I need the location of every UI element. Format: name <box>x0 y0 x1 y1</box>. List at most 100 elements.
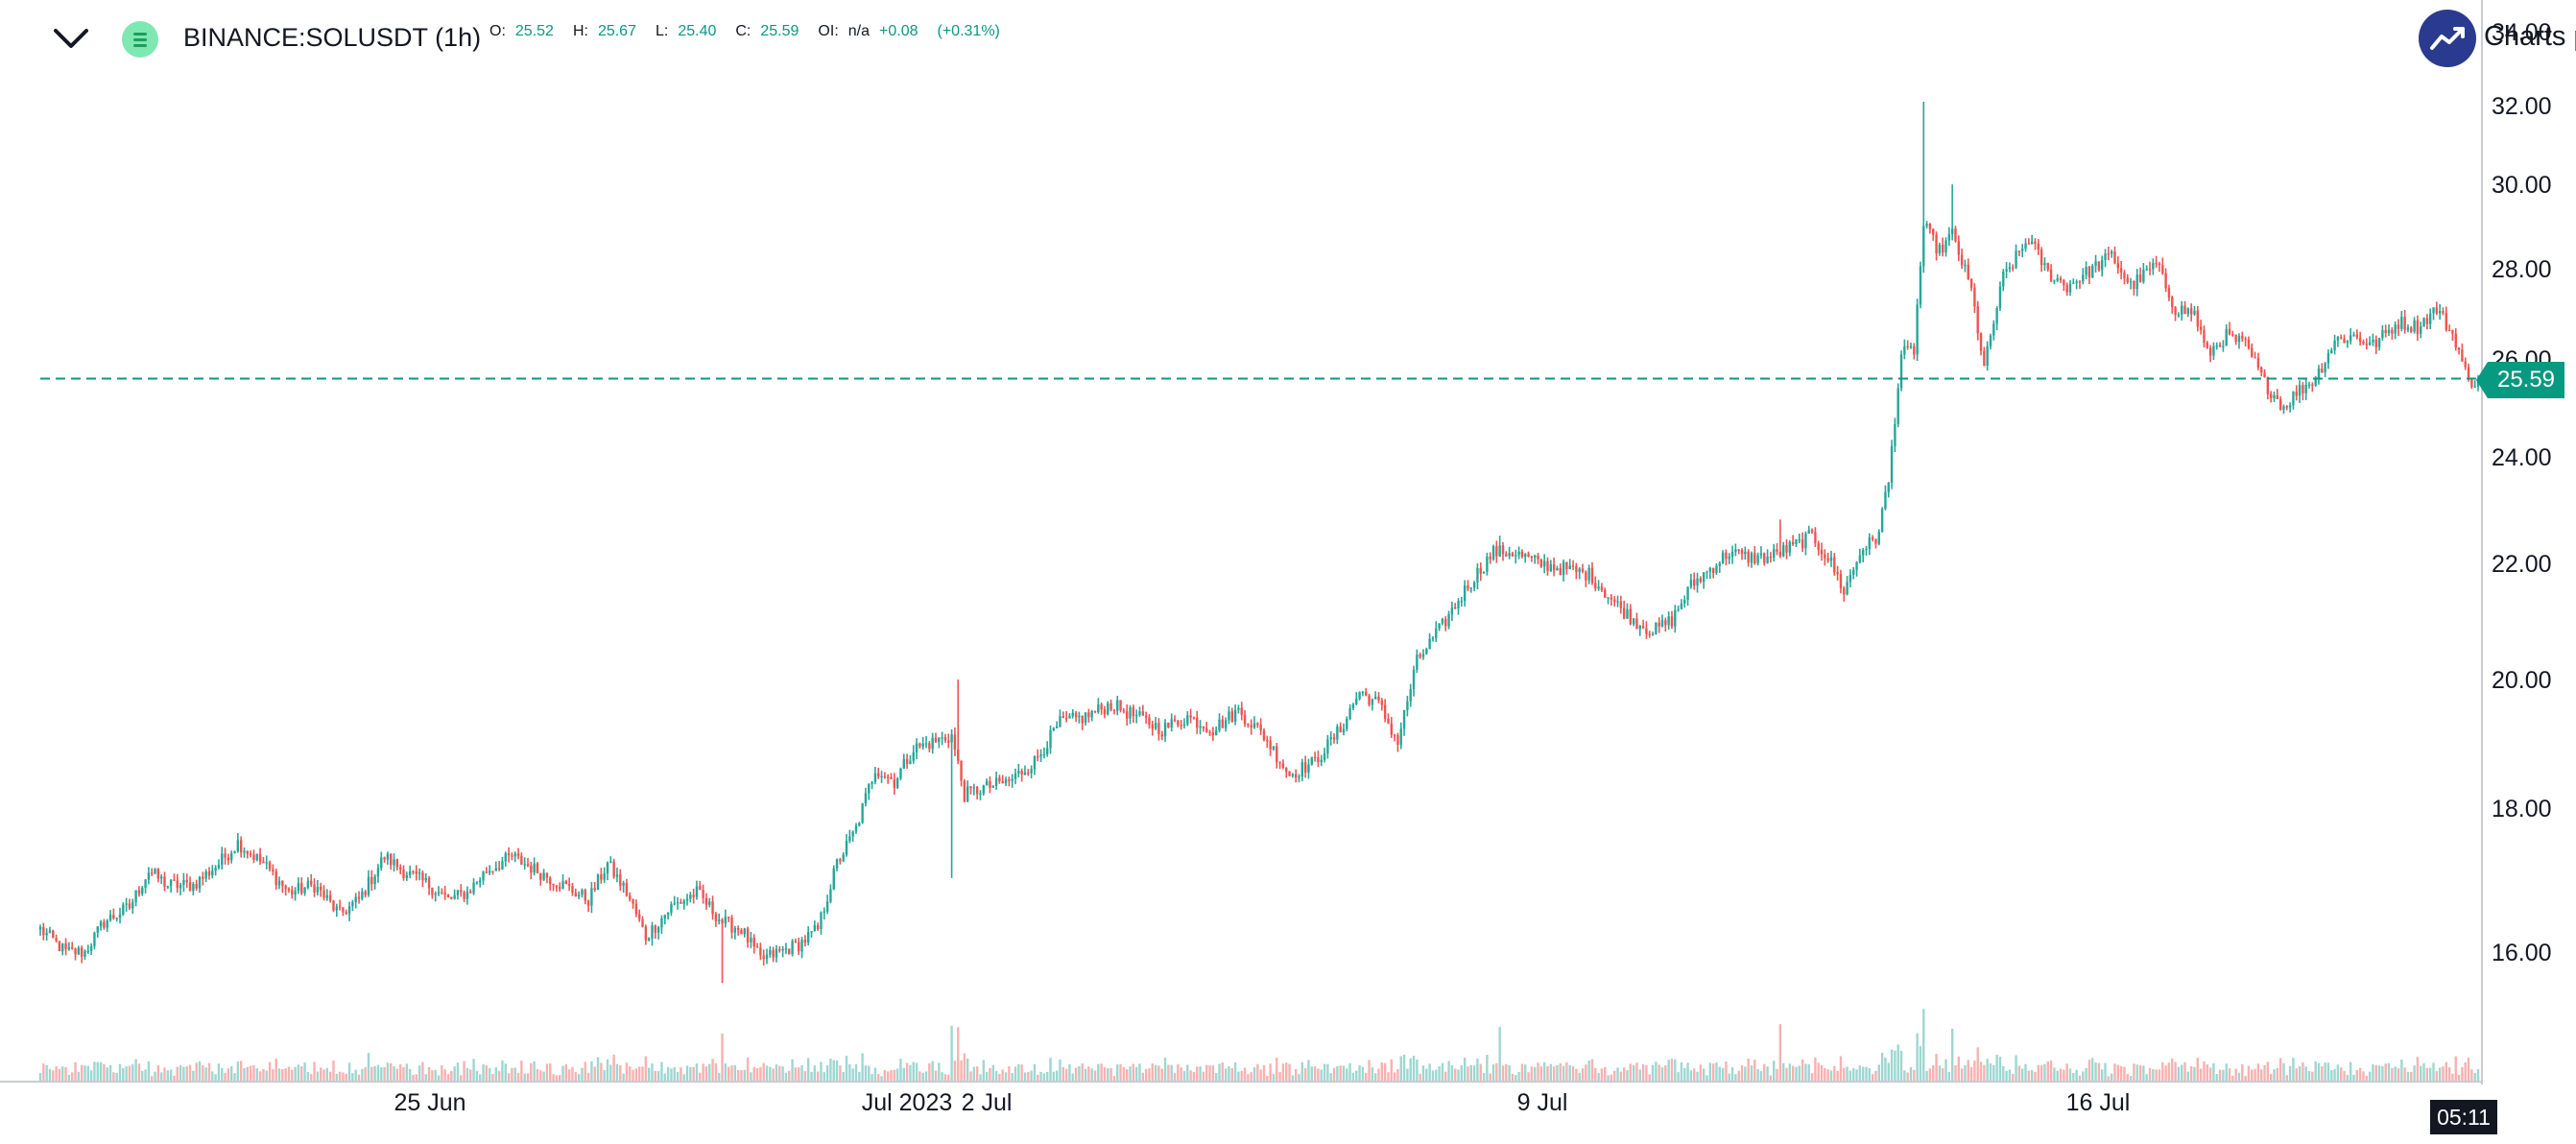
candle-body <box>1138 711 1141 715</box>
volume-bar <box>485 1065 489 1081</box>
volume-bar <box>1699 1064 1703 1081</box>
candle-body <box>1899 354 1903 389</box>
candle-body <box>2075 281 2078 283</box>
volume-bar <box>1689 1070 1693 1081</box>
candle-body <box>1928 224 1932 229</box>
candle-body <box>858 822 861 826</box>
volume-bar <box>1313 1066 1317 1081</box>
candle-body <box>1795 539 1798 545</box>
candle-body <box>2005 269 2008 272</box>
volume-bar <box>412 1075 415 1081</box>
volume-bar <box>415 1074 417 1081</box>
candle-body <box>2302 385 2304 393</box>
volume-bar <box>1992 1064 1995 1081</box>
candle-body <box>2422 318 2425 326</box>
volume-bar <box>1607 1075 1610 1081</box>
volume-bar <box>188 1064 192 1081</box>
candle-body <box>1877 532 1880 544</box>
series-settings-icon[interactable] <box>122 21 158 58</box>
volume-bar <box>1718 1066 1721 1081</box>
candle-body <box>1559 567 1562 576</box>
candle-body <box>663 915 666 918</box>
candle-body <box>156 869 160 879</box>
volume-bar <box>243 1067 246 1081</box>
volume-bar <box>1804 1063 1807 1081</box>
symbol-title[interactable]: BINANCE:SOLUSDT (1h) <box>183 23 482 52</box>
volume-bar <box>670 1068 673 1081</box>
volume-bar <box>2208 1067 2212 1081</box>
volume-bar <box>1262 1065 1266 1081</box>
volume-bar <box>224 1072 227 1081</box>
volume-bar <box>2129 1076 2133 1081</box>
volume-bar <box>1849 1070 1852 1081</box>
time-tick-label: 25 Jun <box>394 1089 465 1116</box>
candle-body <box>383 857 386 860</box>
candle-body <box>825 901 829 912</box>
candle-body <box>893 778 896 788</box>
candle-body <box>322 890 325 898</box>
volume-bar <box>351 1073 354 1081</box>
volume-bar <box>1230 1067 1233 1081</box>
volume-bar <box>1737 1070 1740 1081</box>
volume-bar <box>2199 1068 2203 1081</box>
candle-body <box>1718 562 1721 566</box>
volume-bar <box>2183 1061 2186 1081</box>
candle-body <box>316 887 320 893</box>
volume-bar <box>443 1069 446 1081</box>
candle-body <box>1979 333 1983 351</box>
volume-bar <box>227 1068 230 1081</box>
candle-body <box>2072 282 2075 284</box>
volume-bar <box>1298 1074 1300 1081</box>
candle-body <box>1689 579 1693 587</box>
candle-body <box>1084 712 1087 724</box>
volume-bar <box>1323 1063 1326 1081</box>
candle-body <box>1285 767 1288 772</box>
time-axis[interactable]: 25 Jun Jul 2023 2 Jul 9 Jul 16 Jul <box>394 1089 2130 1116</box>
volume-bar <box>1256 1064 1259 1081</box>
brand-logo-icon[interactable] <box>2419 10 2476 67</box>
volume-bar <box>1170 1064 1173 1081</box>
candle-body <box>1259 725 1262 730</box>
candle-body <box>1336 727 1339 740</box>
candle-body <box>1491 546 1495 560</box>
volume-bar <box>1575 1068 1578 1081</box>
volume-bar <box>2101 1069 2104 1081</box>
candle-body <box>2133 281 2135 290</box>
volume-bar <box>740 1070 743 1081</box>
volume-bar <box>1199 1066 1202 1081</box>
volume-bar <box>2225 1063 2228 1081</box>
candle-body <box>724 917 727 924</box>
candle-body <box>2263 372 2266 377</box>
candle-body <box>1626 608 1629 619</box>
candle-body <box>1489 557 1491 560</box>
volume-bar <box>265 1070 268 1081</box>
volume-bar <box>991 1064 994 1081</box>
volume-bar <box>1467 1066 1469 1081</box>
volume-bar <box>1641 1063 1645 1081</box>
candle-body <box>1059 716 1061 727</box>
volume-bar <box>497 1070 501 1081</box>
volume-bar <box>2186 1071 2190 1081</box>
oi-value: n/a <box>847 23 871 39</box>
candle-body <box>1457 601 1460 609</box>
volume-bar <box>2049 1060 2053 1081</box>
volume-bar <box>258 1071 262 1081</box>
volume-bar <box>918 1071 921 1081</box>
candle-body <box>2085 266 2087 275</box>
volume-bar <box>1983 1064 1986 1081</box>
collapse-legend-chevron-icon[interactable] <box>50 21 92 56</box>
candle-body <box>1798 539 1801 541</box>
volume-bar <box>2445 1061 2447 1081</box>
candle-body <box>1030 769 1033 774</box>
candle-body <box>2193 310 2196 315</box>
candle-body <box>835 859 839 869</box>
volume-bar <box>2056 1070 2059 1081</box>
volume-bar <box>966 1059 969 1081</box>
volume-bar <box>561 1065 564 1081</box>
price-axis[interactable]: 16.0018.0020.0022.0024.0026.0028.0030.00… <box>2492 19 2552 966</box>
candle-body <box>1339 727 1342 733</box>
volume-bar <box>2002 1065 2005 1081</box>
candle-body <box>2251 347 2254 358</box>
candle-body <box>1887 482 1890 492</box>
